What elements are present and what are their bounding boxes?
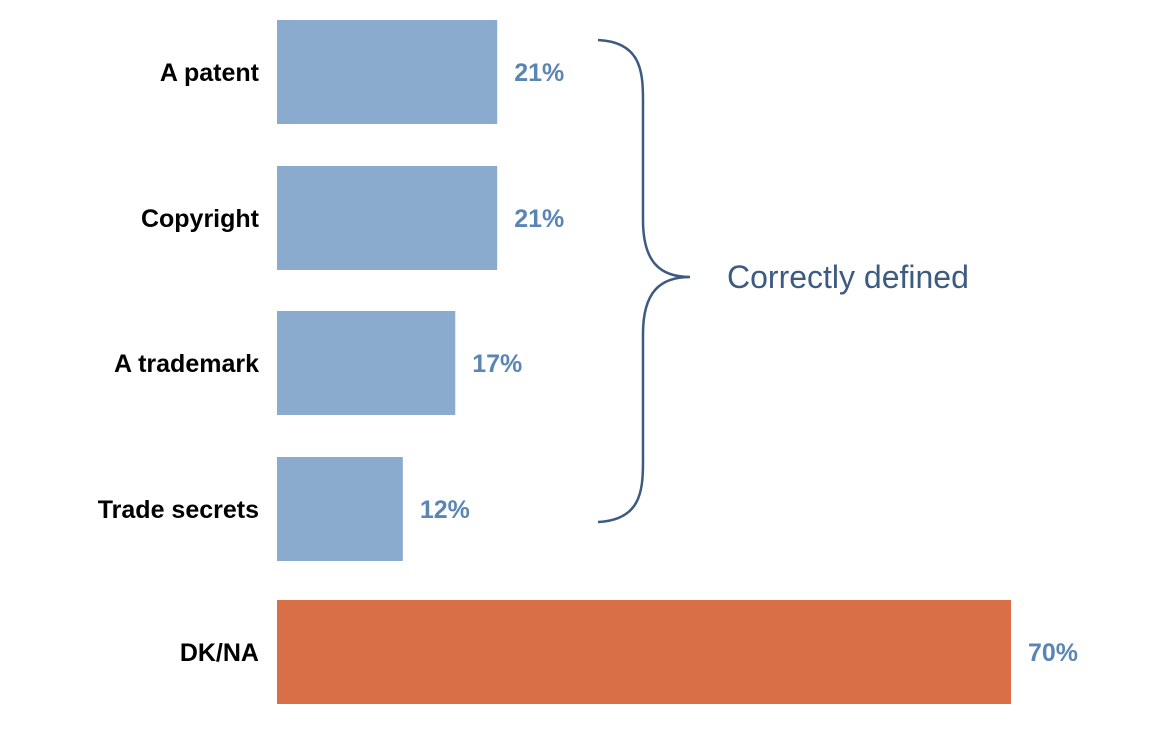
data-label: 12% xyxy=(420,496,470,524)
category-label: Trade secrets xyxy=(98,496,259,524)
annotation-brace xyxy=(597,38,691,524)
bars-group: A patent 21% Copyright 21% A trademark 17% Tra… xyxy=(98,20,1078,704)
data-label: 70% xyxy=(1028,639,1078,667)
bar-dk-na xyxy=(277,600,1011,704)
category-label: DK/NA xyxy=(180,639,259,667)
category-label: A patent xyxy=(160,59,260,87)
bar-copyright xyxy=(277,166,498,270)
data-label: 21% xyxy=(514,205,564,233)
bar-a-trademark xyxy=(277,311,456,415)
bar-a-patent xyxy=(277,20,498,124)
data-label: 21% xyxy=(514,59,564,87)
category-label: A trademark xyxy=(114,350,259,378)
category-label: Copyright xyxy=(141,205,260,233)
annotation-label: Correctly defined xyxy=(727,259,969,295)
data-label: 17% xyxy=(472,350,522,378)
bar-trade-secrets xyxy=(277,457,403,561)
